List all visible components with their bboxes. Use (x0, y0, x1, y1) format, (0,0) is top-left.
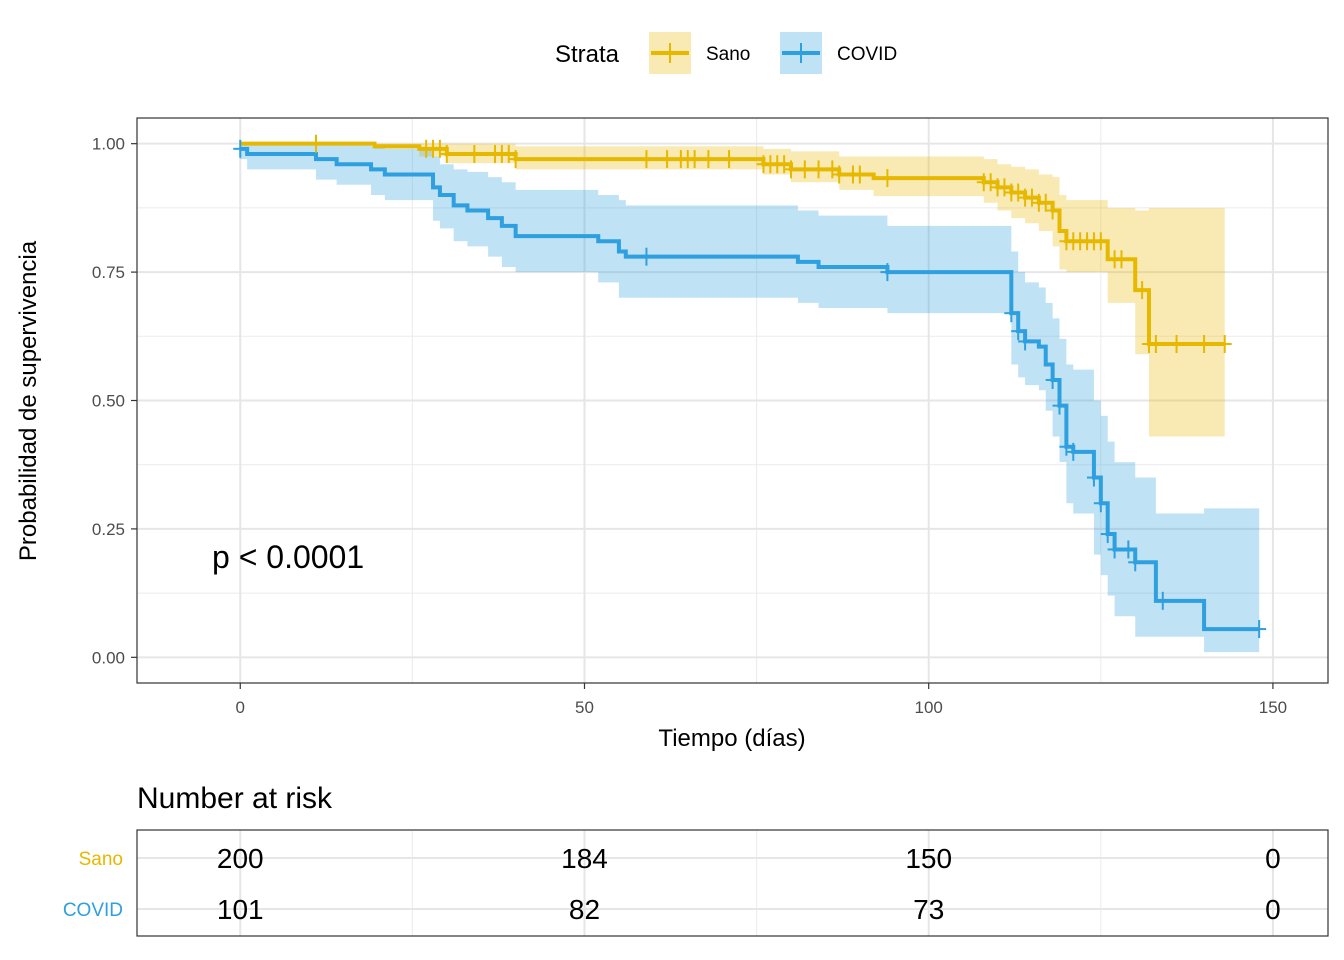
risk-count-covid: 0 (1265, 894, 1281, 925)
grid (137, 118, 1328, 683)
x-tick-label: 150 (1259, 698, 1287, 717)
y-tick-label: 0.00 (92, 648, 125, 667)
risk-count-covid: 73 (913, 894, 944, 925)
y-tick-label: 0.25 (92, 520, 125, 539)
y-axis-title: Probabilidad de supervivencia (15, 240, 42, 561)
legend-label-sano: Sano (706, 44, 750, 65)
legend-item-sano: Sano (649, 32, 750, 74)
risk-table: Sano 200 184 150 0 COVID 101 82 73 0 (63, 843, 1281, 925)
risk-table-grid (137, 830, 1328, 936)
confidence-bands (240, 143, 1260, 653)
survival-curve-covid (240, 146, 1260, 632)
legend: Strata Sano COVID (555, 32, 897, 74)
risk-count-sano: 150 (905, 843, 952, 874)
risk-count-sano: 184 (561, 843, 608, 874)
x-tick-label: 50 (575, 698, 594, 717)
x-tick-label: 100 (915, 698, 943, 717)
y-tick-label: 0.50 (92, 392, 125, 411)
risk-count-covid: 82 (569, 894, 600, 925)
x-axis-title: Tiempo (días) (658, 725, 805, 752)
censor-marks (233, 134, 1267, 639)
y-tick-label: 1.00 (92, 135, 125, 154)
x-axis: 0 50 100 150 (236, 683, 1287, 717)
risk-row-label-sano: Sano (79, 849, 123, 870)
risk-count-sano: 200 (217, 843, 264, 874)
risk-row-label-covid: COVID (63, 900, 123, 921)
legend-title: Strata (555, 41, 620, 68)
legend-item-covid: COVID (780, 32, 897, 74)
risk-table-title: Number at risk (137, 782, 333, 815)
legend-label-covid: COVID (837, 44, 897, 65)
risk-table-border (136, 829, 1329, 937)
risk-count-sano: 0 (1265, 843, 1281, 874)
x-tick-label: 0 (236, 698, 245, 717)
y-axis: 0.00 0.25 0.50 0.75 1.00 (92, 135, 137, 667)
risk-count-covid: 101 (217, 894, 264, 925)
p-value-annotation: p < 0.0001 (212, 539, 364, 575)
y-tick-label: 0.75 (92, 263, 125, 282)
